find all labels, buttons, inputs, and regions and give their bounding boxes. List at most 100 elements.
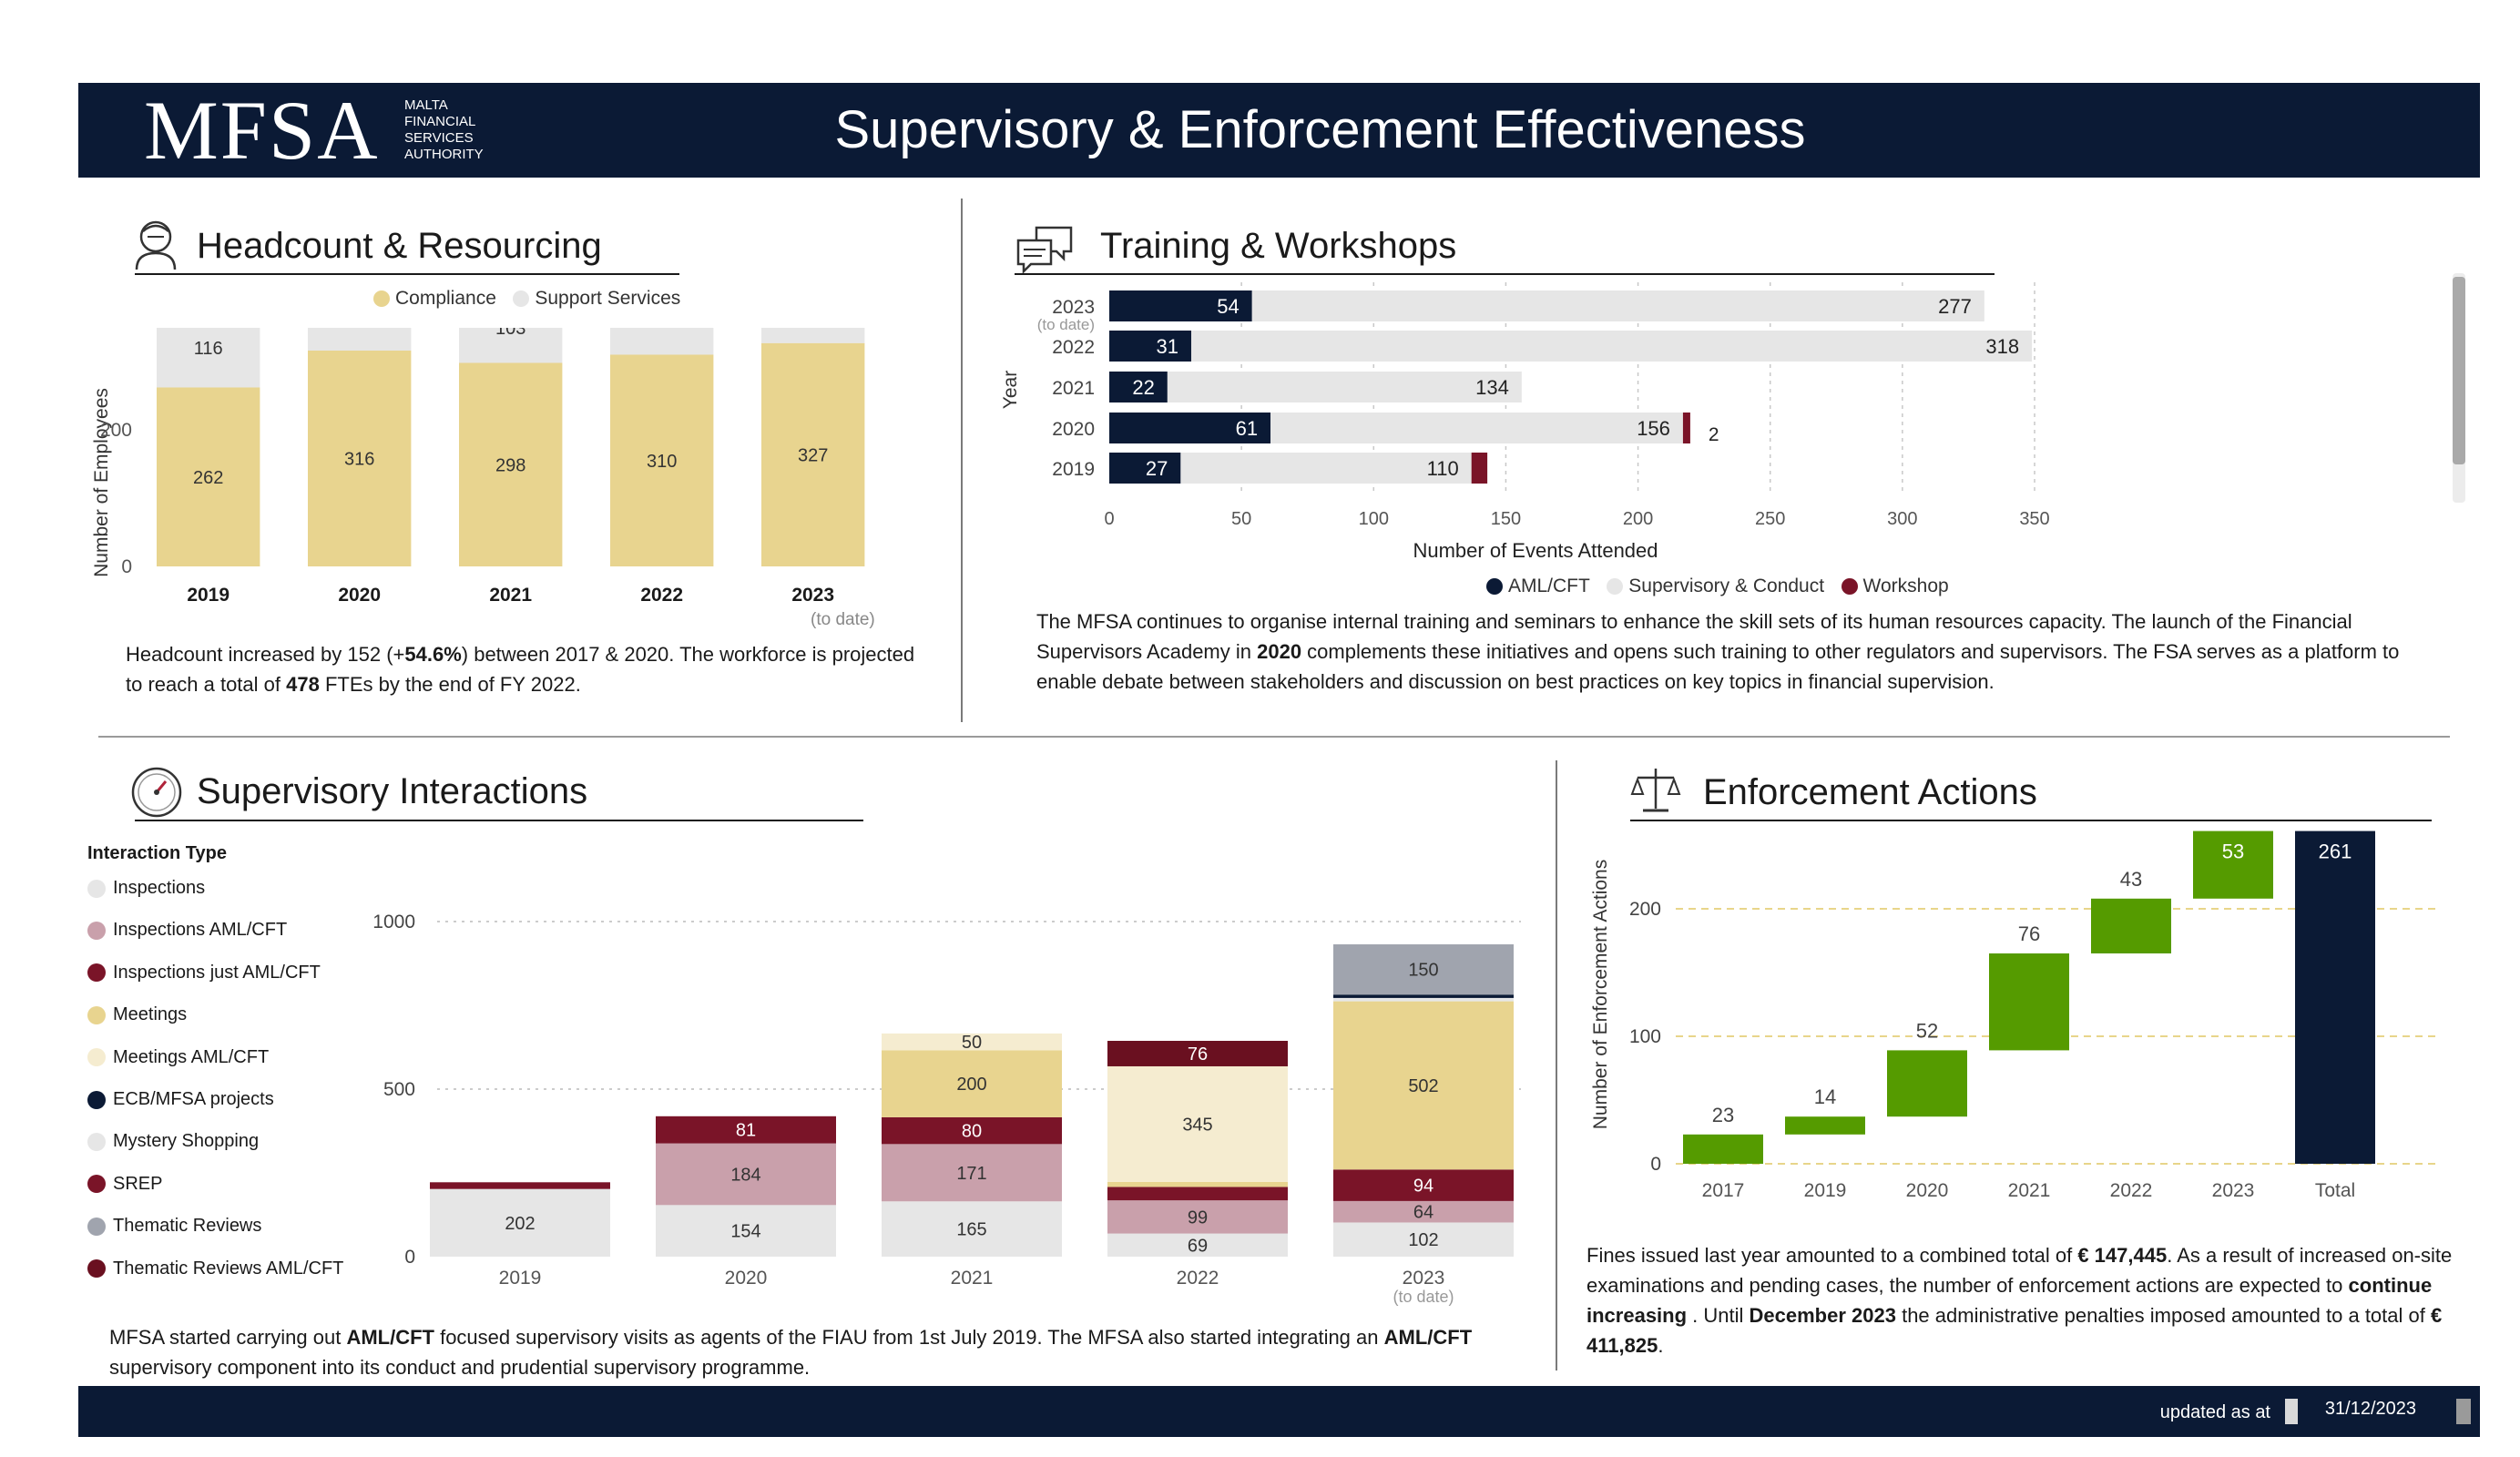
footer-scroll-handle[interactable] xyxy=(2456,1399,2471,1424)
x-tick-label: 2021 xyxy=(2008,1180,2051,1201)
legend-item[interactable]: Thematic Reviews xyxy=(87,1216,261,1237)
x-tick-label: 2022 xyxy=(1177,1268,1219,1289)
legend-item[interactable]: ECB/MFSA projects xyxy=(87,1089,274,1110)
mfsa-logo: MFSA xyxy=(144,84,380,177)
bar-aml xyxy=(1109,331,1191,362)
legend-swatch xyxy=(1486,578,1503,595)
person-icon xyxy=(128,215,184,276)
bar-value-label: 27 xyxy=(1146,457,1168,480)
y-tick-label: 200 xyxy=(100,420,132,441)
bar-value-label: 261 xyxy=(2319,841,2352,863)
legend-item[interactable]: Meetings xyxy=(87,1004,187,1025)
page-title: Supervisory & Enforcement Effectiveness xyxy=(834,100,1806,159)
legend-item[interactable]: Mystery Shopping xyxy=(87,1131,259,1152)
y-axis-label: Number of Enforcement Actions xyxy=(1590,860,1611,1129)
legend-swatch xyxy=(87,1132,106,1151)
x-tick-label: 2020 xyxy=(725,1268,768,1289)
bar-support xyxy=(459,328,563,363)
segment-value-label: 165 xyxy=(956,1220,986,1240)
x-tick-label: 150 xyxy=(1491,509,1521,529)
gauge-icon xyxy=(129,765,184,824)
bar-value-label: 316 xyxy=(344,450,374,470)
legend-swatch xyxy=(87,1175,106,1194)
legend-item[interactable]: SREP xyxy=(87,1174,162,1195)
segment-value-label: 150 xyxy=(1408,961,1438,981)
legend-swatch xyxy=(87,921,106,940)
bar-value-label: 2 xyxy=(1709,424,1719,445)
enforcement-paragraph: Fines issued last year amounted to a com… xyxy=(1586,1244,2453,1357)
x-tick-label: 2019 xyxy=(1804,1180,1847,1201)
date-slicer-handle[interactable] xyxy=(2285,1399,2298,1424)
interaction-type-legend: Interaction Type Inspections Inspections … xyxy=(87,843,361,1289)
legend-item[interactable]: Inspections xyxy=(87,878,205,899)
x-tick-label: Total xyxy=(2315,1180,2355,1201)
stack-segment xyxy=(430,1182,610,1189)
stack-segment xyxy=(1107,1181,1288,1187)
stack-segment xyxy=(1107,1041,1288,1066)
bar-value-label: 53 xyxy=(2222,841,2244,863)
chart-scrollbar-thumb[interactable] xyxy=(2453,277,2465,464)
legend-label: ECB/MFSA projects xyxy=(113,1089,274,1109)
legend-item[interactable]: Inspections just AML/CFT xyxy=(87,963,321,983)
bar-compliance xyxy=(459,362,563,566)
legend-item[interactable]: Inspections AML/CFT xyxy=(87,920,287,941)
bar-value-label: 103 xyxy=(495,328,525,339)
legend-title: Interaction Type xyxy=(87,843,227,863)
stack-segment xyxy=(1107,1065,1288,1182)
divider-vertical-bottom xyxy=(1556,760,1557,1370)
bar-supervisory xyxy=(1190,331,2033,362)
legend-swatch xyxy=(1841,578,1858,595)
waterfall-bar xyxy=(1887,1050,1967,1117)
bar-value-label: 43 xyxy=(2120,868,2142,891)
stack-segment xyxy=(1333,994,1514,998)
legend-item[interactable]: Thematic Reviews AML/CFT xyxy=(87,1258,343,1279)
segment-value-label: 154 xyxy=(730,1222,760,1242)
y-tick-label: 0 xyxy=(404,1247,415,1268)
bar-value-label: 310 xyxy=(647,452,677,472)
bar-value-label: 23 xyxy=(1712,1104,1734,1126)
x-tick-label: 2020 xyxy=(338,585,381,606)
divider-vertical-top xyxy=(961,199,963,722)
legend-label: AML/CFT xyxy=(1508,576,1590,596)
bar-value-label: 22 xyxy=(1132,376,1154,399)
segment-value-label: 184 xyxy=(730,1165,760,1185)
legend-label: Workshop xyxy=(1862,576,1949,596)
segment-value-label: 64 xyxy=(1413,1203,1433,1223)
y-tick-label: 2020 xyxy=(1052,419,1095,440)
segment-value-label: 99 xyxy=(1188,1207,1208,1228)
legend-label: Thematic Reviews xyxy=(113,1216,262,1237)
legend-label: Mystery Shopping xyxy=(113,1131,260,1152)
updated-date[interactable]: 31/12/2023 xyxy=(2324,1399,2416,1419)
stack-segment xyxy=(1107,1187,1288,1201)
y-tick-label: 1000 xyxy=(372,912,415,932)
legend-aml: AML/CFT xyxy=(1486,576,1590,597)
headcount-title: Headcount & Resourcing xyxy=(197,226,602,266)
legend-label: Inspections just AML/CFT xyxy=(113,962,321,983)
waterfall-bar xyxy=(1785,1116,1865,1135)
y-tick-label: 0 xyxy=(1650,1154,1661,1175)
legend-label: Compliance xyxy=(395,288,496,309)
y-tick-label: 500 xyxy=(383,1079,415,1100)
headcount-to-date: (to date) xyxy=(811,610,875,629)
legend-label: Inspections xyxy=(113,878,206,898)
legend-item[interactable]: Meetings AML/CFT xyxy=(87,1047,269,1068)
training-chart: 0 50 100 150 200 250 300 350 Number of Events At… xyxy=(1000,282,2050,562)
bar-value-label: 318 xyxy=(1985,335,2019,358)
enforcement-title: Enforcement Actions xyxy=(1703,772,2037,812)
segment-value-label: 76 xyxy=(1188,1044,1208,1065)
bar-support xyxy=(761,328,865,343)
segment-value-label: 200 xyxy=(956,1075,986,1095)
bar-compliance xyxy=(610,354,714,566)
bar-value-label: 156 xyxy=(1637,417,1670,440)
x-tick-label: 250 xyxy=(1755,509,1785,529)
y-tick-label: 0 xyxy=(121,556,132,577)
bar-value-label: 61 xyxy=(1236,417,1258,440)
to-date-note: (to date) xyxy=(1393,1288,1454,1306)
y-tick-label: 200 xyxy=(1629,899,1661,920)
bar-support xyxy=(610,328,714,355)
chart-scrollbar-track[interactable] xyxy=(2453,273,2465,503)
y-axis-label: Year xyxy=(1000,371,1021,409)
headcount-legend: Compliance Support Services xyxy=(373,288,693,311)
x-tick-label: 2019 xyxy=(187,585,230,606)
legend-label: Supervisory & Conduct xyxy=(1628,576,1825,596)
